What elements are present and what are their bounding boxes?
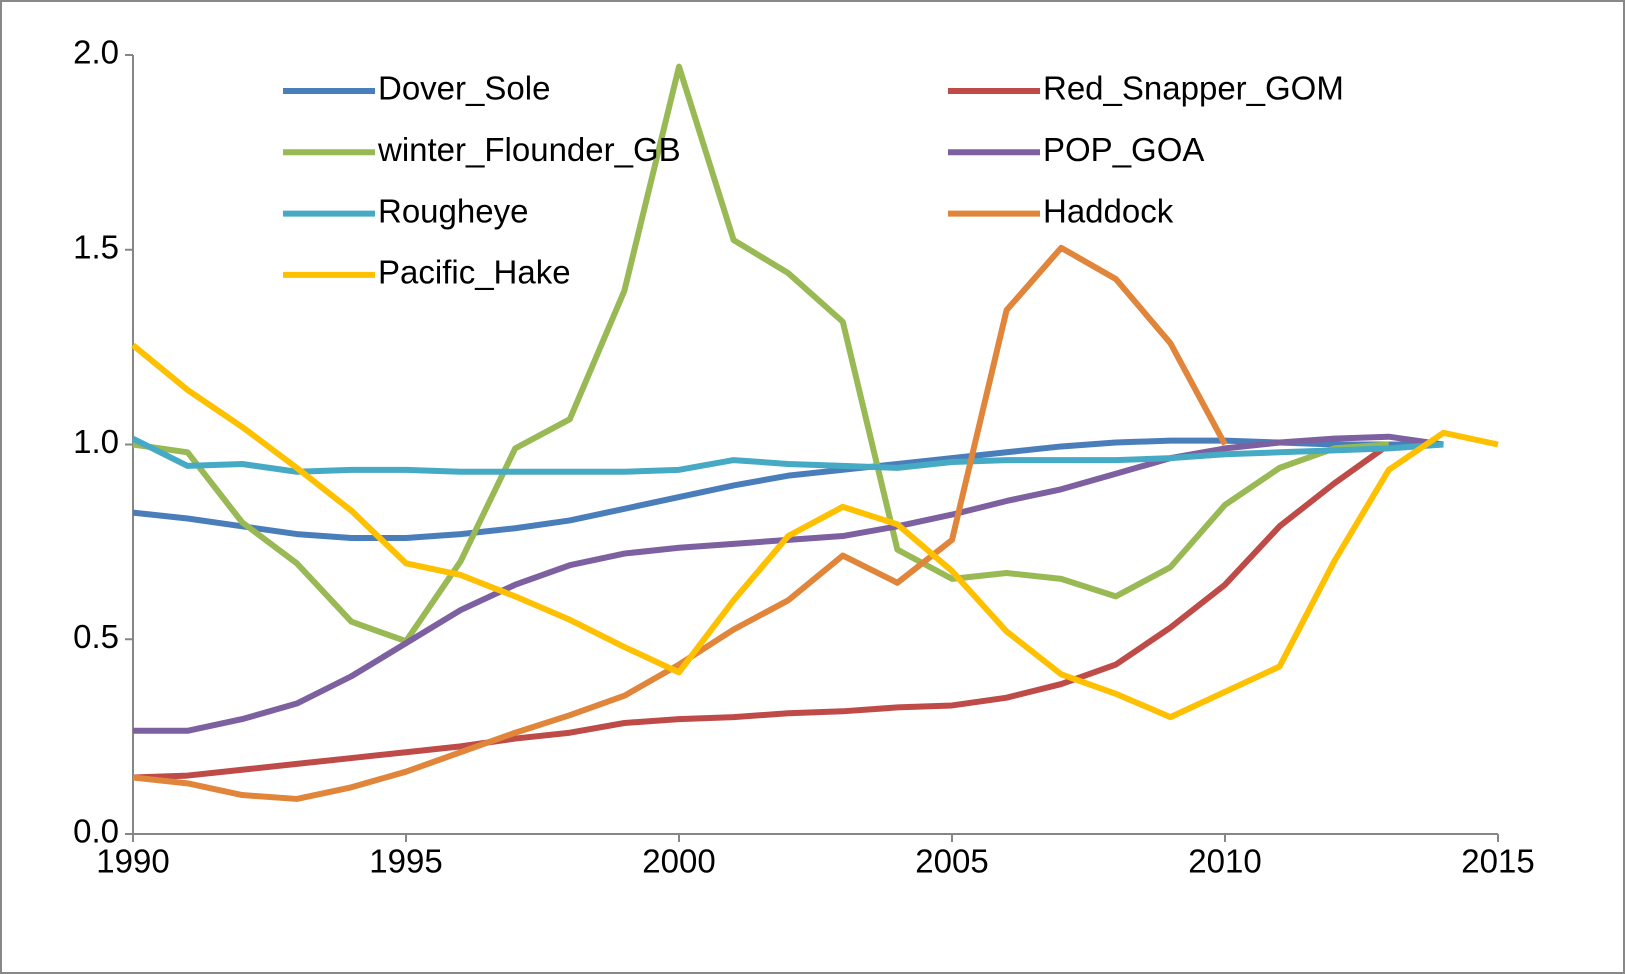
- x-tick-label: 2000: [642, 843, 715, 880]
- x-tick-label: 2005: [915, 843, 988, 880]
- legend-label: Rougheye: [378, 192, 528, 229]
- y-tick-label: 2.0: [73, 34, 119, 71]
- legend-label: winter_Flounder_GB: [377, 131, 681, 168]
- legend-label: Dover_Sole: [378, 70, 550, 107]
- series-line: [132, 244, 1228, 802]
- series-line: [132, 63, 1390, 645]
- x-tick-label: 2010: [1188, 843, 1261, 880]
- x-tick-label: 1990: [96, 843, 169, 880]
- x-tick-label: 2015: [1461, 843, 1534, 880]
- legend-label: Red_Snapper_GOM: [1043, 70, 1344, 107]
- legend-label: POP_GOA: [1043, 131, 1204, 168]
- y-tick-label: 1.5: [73, 228, 119, 265]
- series-line: [131, 342, 1499, 721]
- y-tick-label: 1.0: [73, 423, 119, 460]
- series-line: [132, 442, 1391, 781]
- y-tick-label: 0.5: [73, 618, 119, 655]
- series-line: [131, 435, 1444, 475]
- x-tick-label: 1995: [369, 843, 442, 880]
- legend-label: Haddock: [1043, 192, 1174, 229]
- legend-label: Pacific_Hake: [378, 254, 571, 291]
- y-tick-label: 0.0: [73, 813, 119, 850]
